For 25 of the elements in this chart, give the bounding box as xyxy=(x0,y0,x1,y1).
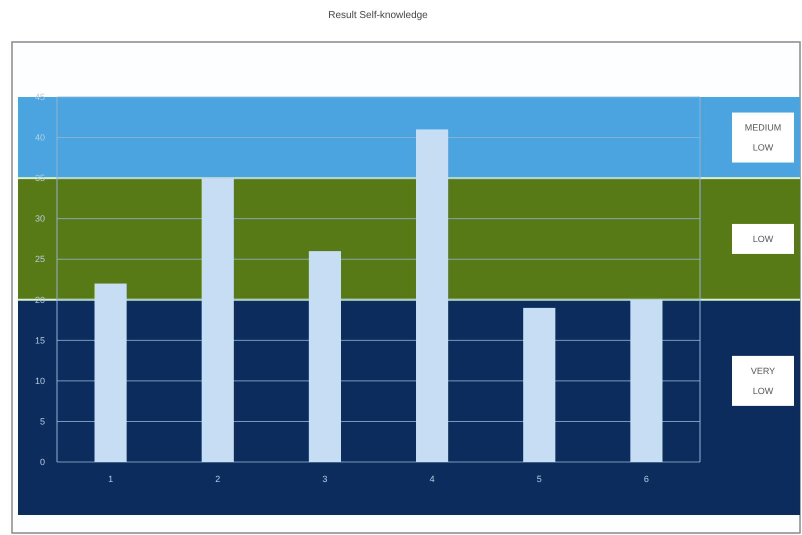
bar xyxy=(94,284,127,462)
bar xyxy=(202,178,234,462)
bar xyxy=(308,251,341,462)
chart-title: Result Self-knowledge xyxy=(328,10,428,21)
bar xyxy=(523,308,556,462)
x-tick-label: 6 xyxy=(644,474,649,484)
bar xyxy=(416,129,448,462)
bar xyxy=(630,300,662,462)
y-tick-label: 40 xyxy=(34,132,45,143)
y-tick-label: 30 xyxy=(34,214,45,224)
y-tick-label: 0 xyxy=(40,457,45,467)
y-tick-label: 15 xyxy=(34,335,45,346)
x-tick-label: 3 xyxy=(322,474,328,484)
band-label: MEDIUM LOW xyxy=(744,122,782,153)
y-tick-label: 35 xyxy=(34,173,45,184)
x-tick-label: 4 xyxy=(430,474,435,484)
y-tick-label: 25 xyxy=(34,254,45,264)
band-label: VERY LOW xyxy=(750,366,776,396)
y-tick-label: 5 xyxy=(40,416,45,426)
x-tick-label: 5 xyxy=(536,474,542,484)
band-label: LOW xyxy=(752,234,774,244)
x-tick-label: 2 xyxy=(215,474,220,484)
y-tick-label: 10 xyxy=(34,376,45,386)
y-tick-label: 20 xyxy=(34,294,45,305)
x-tick-label: 1 xyxy=(108,474,114,484)
